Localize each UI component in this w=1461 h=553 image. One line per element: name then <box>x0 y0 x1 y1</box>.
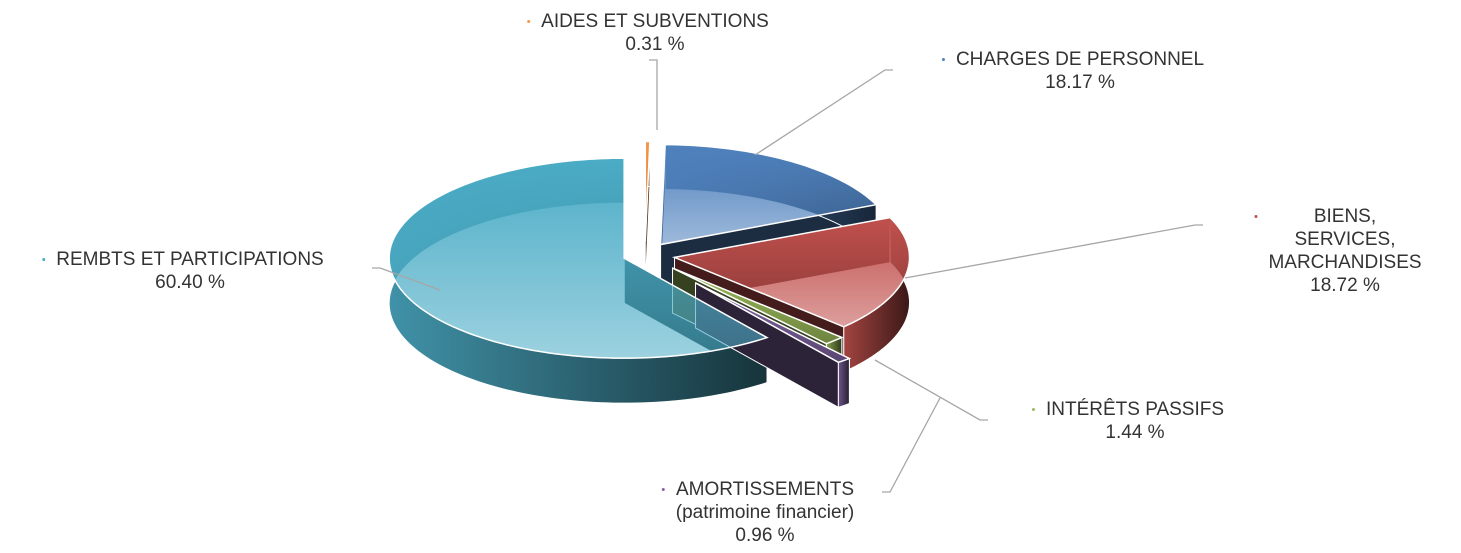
slice <box>671 216 911 328</box>
data-label: BIENS, SERVICES, MARCHANDISES 18.72 % <box>1254 205 1422 297</box>
leader-line <box>372 267 441 291</box>
category-label: CHARGES DE PERSONNEL <box>955 49 1205 70</box>
slice-wall <box>837 357 850 409</box>
legend-dot <box>42 258 46 261</box>
slice <box>388 157 769 359</box>
leader-line <box>649 59 658 130</box>
category-label: BIENS, SERVICES, MARCHANDISES <box>1268 206 1422 273</box>
value-label: 0.31 % <box>625 34 685 55</box>
slice <box>644 140 651 242</box>
value-label: 18.72 % <box>1310 275 1380 296</box>
slice <box>695 282 852 364</box>
category-label: AIDES ET SUBVENTIONS <box>541 11 769 32</box>
data-label: AIDES ET SUBVENTIONS 0.31 % <box>527 10 769 56</box>
value-label: 18.17 % <box>1045 72 1115 93</box>
leader-line <box>904 224 1203 279</box>
data-label: AMORTISSEMENTS (patrimoine financier) 0.9… <box>661 478 855 547</box>
leader-line <box>882 397 941 493</box>
category-label: AMORTISSEMENTS (patrimoine financier) <box>675 479 855 523</box>
legend-dot <box>1031 408 1035 411</box>
data-label: REMBTS ET PARTICIPATIONS 60.40 % <box>42 248 324 294</box>
value-label: 1.44 % <box>1105 422 1165 443</box>
value-label: 0.96 % <box>735 525 795 546</box>
category-label: REMBTS ET PARTICIPATIONS <box>56 249 324 270</box>
legend-dot <box>661 488 665 491</box>
legend-dot <box>941 58 945 61</box>
category-label: INTÉRÊTS PASSIFS <box>1045 399 1225 420</box>
slice <box>672 267 844 345</box>
data-label: INTÉRÊTS PASSIFS 1.44 % <box>1031 398 1225 444</box>
data-label: CHARGES DE PERSONNEL 18.17 % <box>941 48 1205 94</box>
leader-line <box>754 69 893 156</box>
legend-dot <box>527 20 531 23</box>
value-label: 60.40 % <box>155 272 225 293</box>
leader-line <box>874 359 988 421</box>
legend-dot <box>1254 215 1258 218</box>
slice <box>659 143 878 246</box>
